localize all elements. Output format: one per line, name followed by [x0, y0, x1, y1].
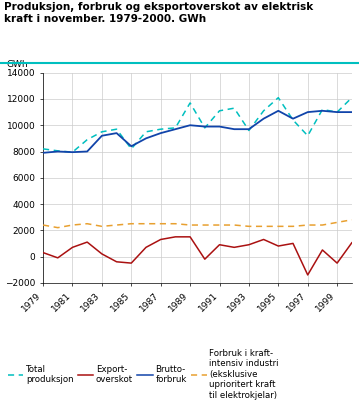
- Text: Produksjon, forbruk og eksportoverskot av elektrisk
kraft i november. 1979-2000.: Produksjon, forbruk og eksportoverskot a…: [4, 2, 313, 24]
- Text: GWh: GWh: [6, 59, 28, 69]
- Legend: Total
produksjon, Export-
overskot, Brutto-
forbruk, Forbruk i kraft-
intensiv i: Total produksjon, Export- overskot, Brut…: [8, 349, 279, 400]
